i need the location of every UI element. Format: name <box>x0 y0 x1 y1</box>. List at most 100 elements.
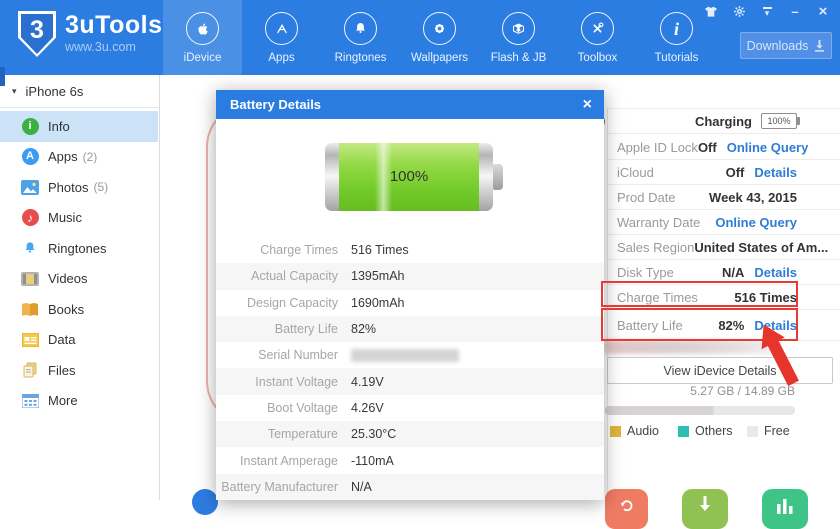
nav-ringtones[interactable]: Ringtones <box>321 0 400 75</box>
download-icon <box>815 39 825 52</box>
nav-flash-jb[interactable]: Flash & JB <box>479 0 558 75</box>
row-charge-times: Charge Times 516 Times <box>608 285 840 310</box>
storage-usage-text: 5.27 GB / 14.89 GB <box>690 384 795 398</box>
sidebar-item-apps[interactable]: A Apps (2) <box>0 142 158 173</box>
app-title: 3uTools <box>65 11 163 39</box>
sidebar-item-more[interactable]: More <box>0 386 158 417</box>
row-warranty-date: Warranty Date Online Query <box>608 210 840 235</box>
battery-status-icon: 100% <box>761 113 800 129</box>
quick-action-stats-button[interactable] <box>762 489 808 529</box>
videos-icon <box>21 270 39 288</box>
dialog-title: Battery Details <box>230 97 322 112</box>
sidebar-item-data[interactable]: Data <box>0 325 158 356</box>
menu-caret-icon[interactable]: ▾ <box>760 5 774 18</box>
warranty-online-query-link[interactable]: Online Query <box>715 214 797 230</box>
sidebar-item-books[interactable]: Books <box>0 294 158 325</box>
audio-swatch <box>610 425 621 437</box>
down-arrow-icon <box>700 496 710 511</box>
music-icon: ♪ <box>21 209 39 227</box>
row-disk-type: Disk Type N/A Details <box>608 260 840 285</box>
data-icon <box>21 331 39 349</box>
table-row-serial: Serial Number <box>216 342 604 368</box>
sidebar-item-files[interactable]: Files <box>0 355 158 386</box>
icloud-details-link[interactable]: Details <box>754 164 797 180</box>
table-row: Boot Voltage 4.26V <box>267 400 384 415</box>
charging-label: Charging <box>694 113 752 129</box>
files-icon <box>21 361 39 379</box>
sidebar-item-videos[interactable]: Videos <box>0 264 158 295</box>
photos-icon <box>21 178 39 196</box>
battery-details-table: Charge Times 516 Times Actual Capacity 1… <box>216 237 604 500</box>
tools-icon <box>581 12 614 45</box>
nav-tutorials[interactable]: i Tutorials <box>637 0 716 75</box>
app-header: 3 3uTools www.3u.com iDevice Apps Ringto… <box>0 0 840 75</box>
quick-action-restore-button[interactable] <box>605 489 648 529</box>
device-row[interactable]: ▾ iPhone 6s <box>0 75 159 108</box>
legend-free: Free <box>747 424 790 438</box>
online-query-link[interactable]: Online Query <box>726 139 809 155</box>
logo-shield-icon: 3 <box>18 11 56 57</box>
downloads-button[interactable]: Downloads <box>740 32 832 59</box>
dialog-close-icon[interactable]: × <box>582 95 592 113</box>
theme-shirt-icon[interactable] <box>704 5 718 18</box>
main-nav: iDevice Apps Ringtones Wallpapers Flash … <box>163 0 716 75</box>
battery-details-link[interactable]: Details <box>754 317 797 333</box>
sidebar-item-ringtones[interactable]: Ringtones <box>0 233 158 264</box>
minimize-button[interactable]: – <box>791 4 799 19</box>
table-row: Instant Amperage -110mA <box>240 453 394 468</box>
flower-icon <box>423 12 456 45</box>
annotation-box-charge-times <box>601 281 798 307</box>
panel-divider <box>607 108 608 500</box>
info-icon: i <box>21 117 39 135</box>
others-swatch <box>678 425 689 437</box>
storage-bar <box>605 406 795 415</box>
flash-box-icon <box>502 12 535 45</box>
header-notch <box>0 67 5 86</box>
dialog-header: Battery Details × <box>216 90 604 119</box>
refresh-icon <box>620 500 632 512</box>
ringtone-bell-icon <box>21 239 39 257</box>
table-row: Battery Life 82% <box>216 315 604 343</box>
sidebar-item-music[interactable]: ♪ Music <box>0 203 158 234</box>
sidebar: ▾ iPhone 6s i Info A Apps (2) Photos (5)… <box>0 75 160 500</box>
battery-graphic: 100% <box>325 143 505 211</box>
quick-action-download-button[interactable] <box>682 489 728 529</box>
table-row: Temperature 25.30°C <box>216 421 604 448</box>
nav-wallpapers[interactable]: Wallpapers <box>400 0 479 75</box>
redacted-serial-number <box>351 348 459 362</box>
close-window-button[interactable]: × <box>818 3 828 20</box>
books-icon <box>21 300 39 318</box>
storage-legend: Audio Others Free <box>607 424 840 439</box>
app-logo: 3 3uTools www.3u.com <box>18 11 162 57</box>
window-controls: ▾ – × <box>704 3 830 20</box>
nav-apps[interactable]: Apps <box>242 0 321 75</box>
table-row: Battery Manufacturer N/A <box>216 473 604 500</box>
disk-details-link[interactable]: Details <box>754 264 797 280</box>
sidebar-item-photos[interactable]: Photos (5) <box>0 172 158 203</box>
annotation-box-battery-life <box>601 308 798 341</box>
more-grid-icon <box>21 392 39 410</box>
row-icloud: iCloud Off Details <box>608 160 840 185</box>
legend-others: Others <box>678 424 733 438</box>
row-prod-date: Prod Date Week 43, 2015 <box>608 185 840 210</box>
nav-idevice[interactable]: iDevice <box>163 0 242 75</box>
battery-percent-label: 100% <box>389 168 429 185</box>
device-name: iPhone 6s <box>25 83 84 99</box>
battery-details-dialog: Battery Details × 100% Charge Times 516 … <box>216 90 604 500</box>
collapse-caret-icon: ▾ <box>12 85 17 96</box>
app-subtitle: www.3u.com <box>65 40 136 54</box>
row-sales-region: Sales Region United States of Am... <box>608 235 840 260</box>
table-row: Instant Voltage 4.19V <box>216 368 604 395</box>
logo-badge: 3 <box>21 14 53 54</box>
bars-icon <box>777 499 793 514</box>
bell-icon <box>344 12 377 45</box>
sidebar-item-info[interactable]: i Info <box>0 111 158 142</box>
table-row: Actual Capacity 1395mAh <box>216 263 604 290</box>
settings-gear-icon[interactable] <box>732 5 746 18</box>
redacted-row <box>604 340 774 354</box>
occluded-blue-button <box>192 489 218 515</box>
apple-icon <box>186 12 219 45</box>
table-row: Charge Times 516 Times <box>260 243 409 258</box>
table-row: Design Capacity 1690mAh <box>246 295 405 310</box>
nav-toolbox[interactable]: Toolbox <box>558 0 637 75</box>
